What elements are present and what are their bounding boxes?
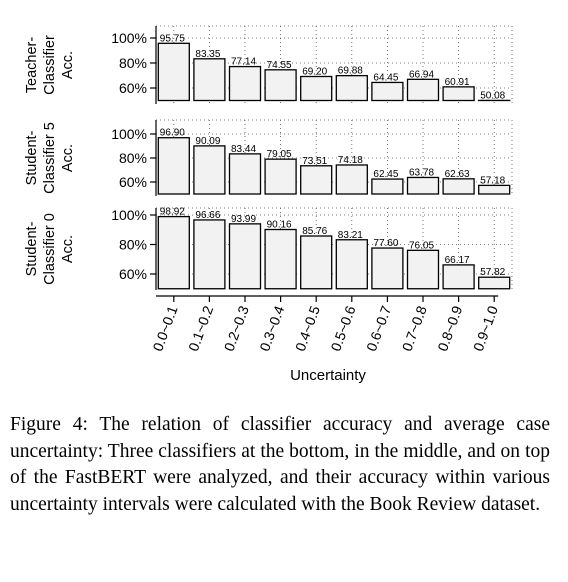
bar xyxy=(193,58,226,102)
bar xyxy=(442,86,475,102)
x-tick-label: 0.1~0.2 xyxy=(185,303,216,353)
y-tick-label: 100% xyxy=(111,207,147,223)
data-label: 62.45 xyxy=(373,169,398,180)
x-tick-label: 0.4~0.5 xyxy=(292,303,323,353)
data-label: 66.17 xyxy=(445,255,470,266)
figure-chart: 95.75 83.35 77.14 74.55 69.20 69.88 64.45 66.94… xyxy=(24,25,513,384)
bar xyxy=(335,164,368,195)
y-axis-label: Student- xyxy=(24,221,40,276)
data-label: 90.09 xyxy=(195,136,220,147)
bar xyxy=(478,184,511,195)
data-label: 69.20 xyxy=(302,67,327,78)
data-label: 74.18 xyxy=(338,155,363,166)
data-label: 74.55 xyxy=(267,60,292,71)
y-tick-label: 100% xyxy=(111,126,147,142)
bar xyxy=(442,178,475,195)
x-tick-label: 0.8~0.9 xyxy=(434,303,465,353)
data-label: 50.08 xyxy=(480,90,505,101)
data-label: 62.63 xyxy=(445,169,470,180)
panel-2: 96.90 90.09 83.44 79.05 73.51 74.18 62.45 63.78… xyxy=(24,119,513,196)
data-label: 77.14 xyxy=(231,57,256,68)
data-label: 79.05 xyxy=(267,149,292,160)
y-axis-label: Acc. xyxy=(60,144,76,172)
y-tick-label: 60% xyxy=(119,80,147,96)
x-tick-label: 0.5~0.6 xyxy=(327,303,358,353)
x-tick-label: 0.2~0.3 xyxy=(221,303,252,353)
y-axis-label: Student- xyxy=(24,130,40,185)
data-label: 57.82 xyxy=(480,267,505,278)
y-axis-label: Acc. xyxy=(60,51,76,79)
bar xyxy=(228,153,262,195)
x-axis-label: Uncertainty xyxy=(290,367,366,384)
bar xyxy=(371,178,404,195)
data-label: 57.18 xyxy=(480,175,505,186)
data-label: 93.99 xyxy=(231,214,256,225)
bar xyxy=(157,215,190,290)
bar xyxy=(264,69,297,102)
data-label: 76.05 xyxy=(409,240,434,251)
data-label: 96.90 xyxy=(160,128,185,139)
data-label: 69.88 xyxy=(338,66,363,77)
bar xyxy=(228,65,262,102)
data-label: 95.75 xyxy=(160,33,185,44)
y-axis-label: Classifier 5 xyxy=(42,122,58,194)
y-axis-label: Classifier xyxy=(42,35,58,95)
data-label: 83.21 xyxy=(338,230,363,241)
bar xyxy=(300,235,333,290)
y-tick-label: 80% xyxy=(119,150,147,166)
x-tick-label: 0.6~0.7 xyxy=(363,303,394,353)
figure-caption: Figure 4: The relation of classifier acc… xyxy=(10,414,550,515)
bar xyxy=(442,264,475,290)
data-label: 77.60 xyxy=(373,238,398,249)
data-label: 85.76 xyxy=(302,226,327,237)
bar xyxy=(406,78,440,102)
y-tick-label: 60% xyxy=(119,174,147,190)
data-label: 83.44 xyxy=(231,144,256,155)
data-label: 90.16 xyxy=(267,220,292,231)
x-tick-label: 0.3~0.4 xyxy=(256,303,287,353)
y-axis-label: Classifier 0 xyxy=(42,213,58,285)
bar xyxy=(300,165,333,195)
bar xyxy=(371,81,404,102)
y-axis-label: Acc. xyxy=(60,235,76,263)
data-label: 66.94 xyxy=(409,69,434,80)
panel-3: 98.92 96.66 93.99 90.16 85.76 83.21 77.60 76.05… xyxy=(24,207,513,290)
panel-1: 95.75 83.35 77.14 74.55 69.20 69.88 64.45 66.94… xyxy=(24,25,513,104)
x-tick-label: 0.0~0.1 xyxy=(149,303,180,353)
y-tick-label: 80% xyxy=(119,55,147,71)
bar xyxy=(193,145,226,195)
bar xyxy=(335,75,368,102)
bar xyxy=(264,228,297,290)
data-label: 96.66 xyxy=(195,210,220,221)
x-tick-label: 0.7~0.8 xyxy=(399,303,430,353)
data-label: 73.51 xyxy=(302,156,327,167)
bar xyxy=(371,247,404,290)
data-label: 83.35 xyxy=(195,49,220,60)
bar xyxy=(157,42,190,102)
bar xyxy=(406,249,440,290)
bar xyxy=(300,75,333,102)
x-tick-label: 0.9~1.0 xyxy=(470,303,501,353)
bar xyxy=(335,239,368,290)
bar xyxy=(157,137,190,195)
bar xyxy=(193,219,226,290)
data-label: 60.91 xyxy=(445,77,470,88)
bar xyxy=(478,276,511,290)
bar xyxy=(406,176,440,195)
data-label: 98.92 xyxy=(160,207,185,218)
y-axis-label: Teacher- xyxy=(24,37,40,94)
bar xyxy=(264,158,297,195)
data-label: 63.78 xyxy=(409,167,434,178)
y-tick-label: 60% xyxy=(119,266,147,282)
y-tick-label: 100% xyxy=(111,30,147,46)
data-label: 64.45 xyxy=(373,72,398,83)
y-tick-label: 80% xyxy=(119,237,147,253)
bar xyxy=(228,223,262,290)
